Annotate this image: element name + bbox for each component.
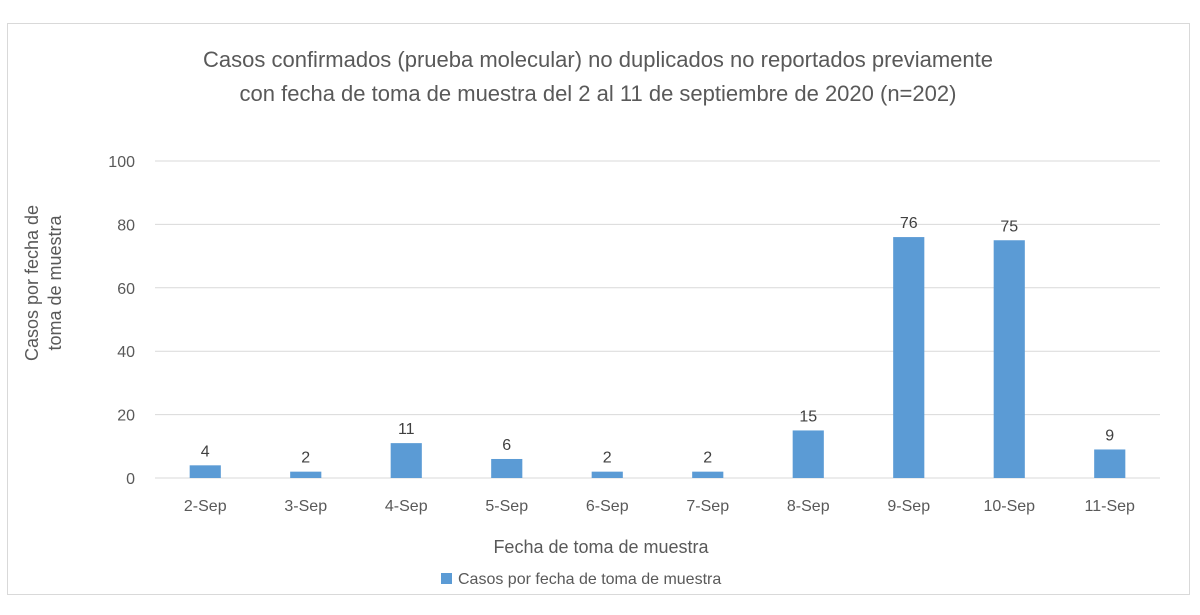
x-tick-label: 11-Sep: [1085, 498, 1136, 515]
bars: [189, 237, 1126, 478]
data-label: 76: [900, 215, 918, 232]
x-tick-label: 3-Sep: [284, 498, 327, 515]
y-tick-label: 80: [117, 217, 135, 234]
legend: Casos por fecha de toma de muestra: [441, 571, 721, 588]
x-tick-label: 7-Sep: [686, 498, 729, 515]
bar: [591, 471, 623, 478]
legend-swatch: [441, 573, 452, 584]
data-label: 2: [301, 450, 310, 467]
data-labels: 4 2 11 6 2 2 15 76 75 9: [201, 215, 1115, 467]
data-label: 15: [799, 408, 817, 425]
bar: [692, 471, 724, 478]
y-axis-label-line-1: Casos por fecha de: [22, 205, 42, 361]
y-tick-label: 40: [117, 344, 135, 361]
legend-label: Casos por fecha de toma de muestra: [458, 571, 721, 588]
x-axis-ticks: 2-Sep 3-Sep 4-Sep 5-Sep 6-Sep 7-Sep 8-Sep 9-Sep…: [184, 498, 1135, 515]
data-label: 11: [398, 421, 415, 438]
y-tick-label: 60: [117, 281, 135, 298]
y-tick-label: 0: [126, 471, 135, 488]
x-tick-label: 9-Sep: [887, 498, 930, 515]
x-axis-label: Fecha de toma de muestra: [493, 537, 709, 557]
y-axis-ticks: 0 20 40 60 80 100: [108, 154, 135, 488]
data-label: 2: [703, 450, 712, 467]
bar: [1094, 449, 1126, 478]
bar: [189, 465, 221, 478]
y-tick-label: 100: [108, 154, 135, 171]
bar: [491, 458, 523, 478]
x-tick-label: 2-Sep: [184, 498, 227, 515]
x-tick-label: 10-Sep: [983, 498, 1035, 515]
data-label: 4: [201, 443, 210, 460]
bar: [290, 471, 322, 478]
data-label: 9: [1105, 427, 1114, 444]
chart-title-line-1: Casos confirmados (prueba molecular) no …: [203, 47, 993, 72]
x-tick-label: 4-Sep: [385, 498, 428, 515]
gridlines: [155, 160, 1160, 479]
chart-title-line-2: con fecha de toma de muestra del 2 al 11…: [240, 81, 957, 106]
bar: [993, 240, 1025, 478]
y-tick-label: 20: [117, 408, 135, 425]
data-label: 75: [1000, 218, 1018, 235]
x-tick-label: 6-Sep: [586, 498, 629, 515]
bar: [390, 443, 422, 478]
y-axis-label-line-2: toma de muestra: [45, 214, 65, 350]
x-tick-label: 5-Sep: [485, 498, 528, 515]
data-label: 6: [502, 437, 511, 454]
chart-frame: [7, 23, 1190, 595]
bar: [893, 237, 925, 478]
bar: [792, 430, 824, 478]
data-label: 2: [603, 450, 612, 467]
x-tick-label: 8-Sep: [787, 498, 830, 515]
